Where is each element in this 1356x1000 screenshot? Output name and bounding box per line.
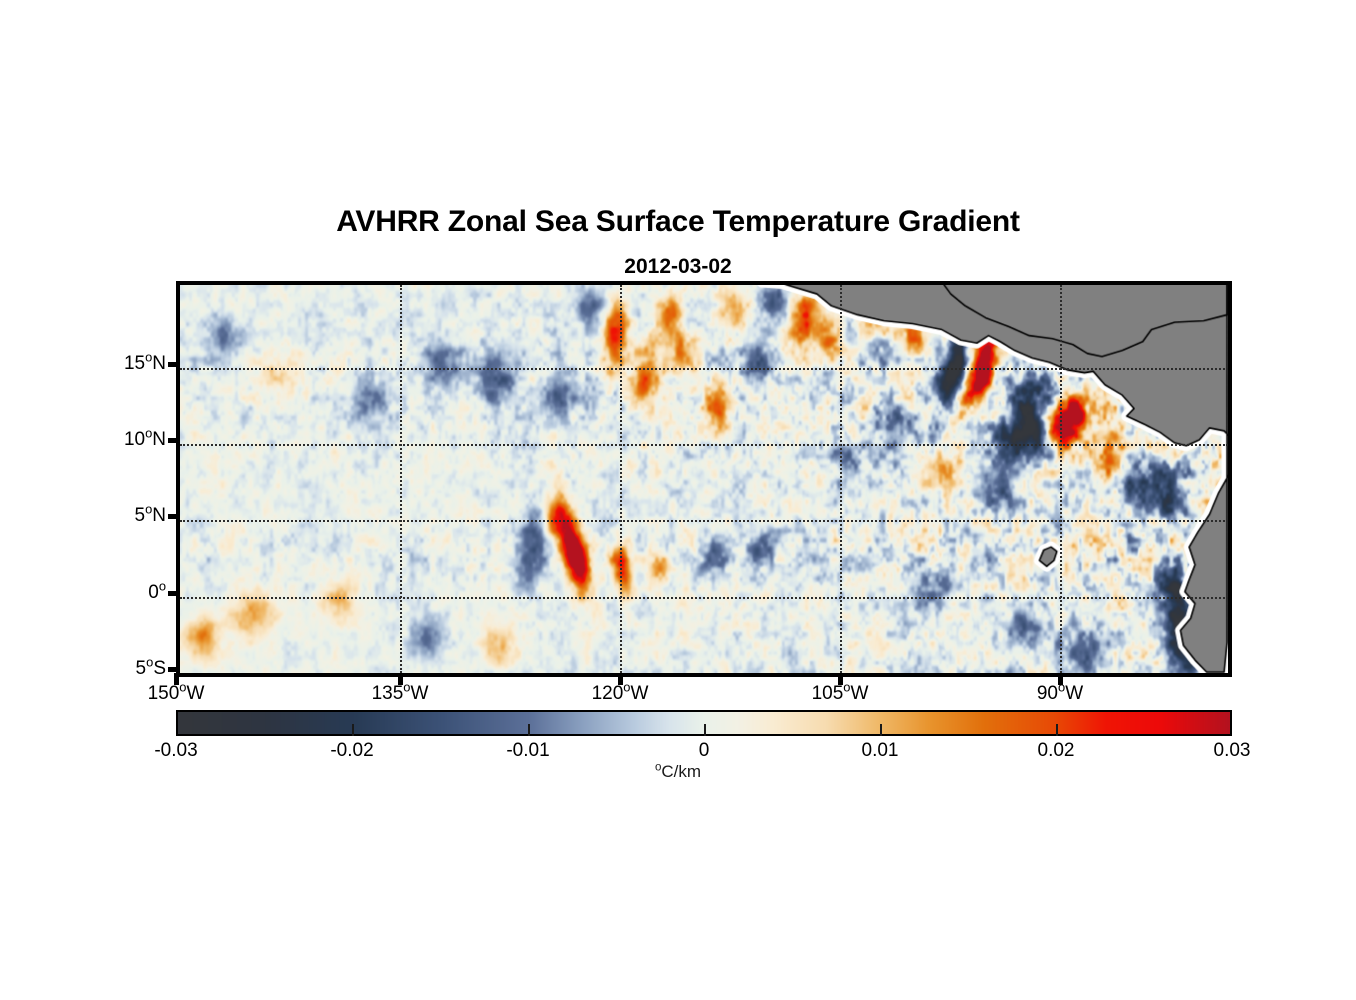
colorbar-unit-label: oC/km [654, 761, 702, 781]
colorbar-tick-3 [704, 724, 706, 736]
xtick-label-90w: 90oW [1036, 679, 1084, 704]
ytick-label-5s: 5oS [135, 654, 166, 679]
xtick-135w [398, 673, 403, 685]
ytick-label-10n: 10oN [123, 425, 166, 450]
colorbar-label-2: -0.01 [506, 740, 550, 761]
xtick-label-150w: 150oW [147, 679, 205, 704]
xtick-150w [174, 673, 179, 685]
xtick-label-135w: 135oW [371, 679, 429, 704]
ytick-label-5n: 5oN [134, 501, 167, 526]
ytick-label-0: 0o [148, 578, 166, 603]
xtick-105w [838, 673, 843, 685]
xtick-label-105w: 105oW [811, 679, 869, 704]
ytick-0 [168, 591, 180, 596]
colorbar-label-5: 0.02 [1037, 740, 1075, 761]
ytick-5s [168, 667, 180, 672]
colorbar [176, 710, 1232, 736]
colorbar-tick-4 [880, 724, 882, 736]
colorbar-label-0: -0.03 [154, 740, 198, 761]
ytick-5n [168, 514, 180, 519]
ytick-15n [168, 362, 180, 367]
colorbar-label-4: 0.01 [861, 740, 899, 761]
xtick-90w [1058, 673, 1063, 685]
ytick-label-15n: 15oN [123, 349, 166, 374]
colorbar-tick-5 [1056, 724, 1058, 736]
page-title: AVHRR Zonal Sea Surface Temperature Grad… [336, 205, 1020, 238]
colorbar-tick-2 [528, 724, 530, 736]
colorbar-label-6: 0.03 [1213, 740, 1251, 761]
xtick-120w [618, 673, 623, 685]
ytick-10n [168, 438, 180, 443]
colorbar-tick-1 [352, 724, 354, 736]
sst-gradient-heatmap [180, 285, 1228, 673]
colorbar-label-1: -0.02 [330, 740, 374, 761]
colorbar-label-3: 0 [698, 740, 710, 761]
xtick-label-120w: 120oW [591, 679, 649, 704]
chart-subtitle: 2012-03-02 [624, 255, 732, 278]
gridline-lat-m5 [180, 673, 1228, 675]
map-axes [176, 281, 1232, 677]
